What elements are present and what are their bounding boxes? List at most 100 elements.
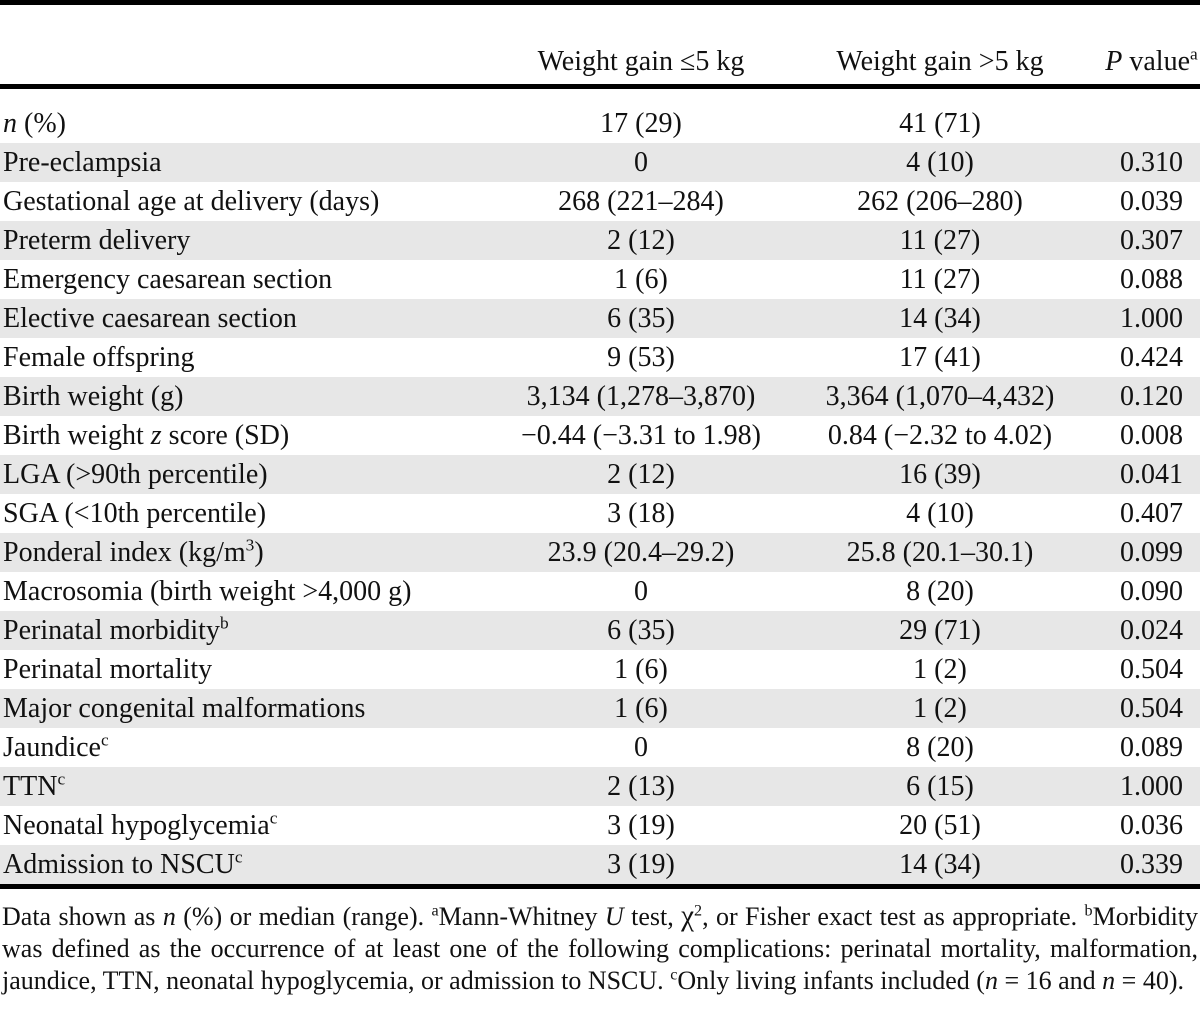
table-footnotes: Data shown as n (%) or median (range). a…	[2, 900, 1199, 995]
table-top-rule	[0, 0, 1200, 5]
cell-weight-gain-le5kg: 1 (6)	[614, 693, 668, 724]
column-header-weight-gain-gt5kg: Weight gain >5 kg	[836, 46, 1044, 77]
cell-weight-gain-le5kg: 0	[634, 147, 648, 178]
table-bottom-rule	[0, 884, 1200, 889]
cell-weight-gain-le5kg: 6 (35)	[607, 303, 675, 334]
table-row: Major congenital malformations 1 (6) 1 (2)…	[0, 689, 1200, 728]
cell-p-value: 0.504	[1120, 693, 1183, 724]
table-row: Admission to NSCUc 3 (19) 14 (34) 0.339	[0, 845, 1200, 884]
row-label: n (%)	[3, 108, 66, 139]
journal-table-figure: Weight gain ≤5 kg Weight gain >5 kg P va…	[0, 0, 1200, 995]
cell-weight-gain-le5kg: 1 (6)	[614, 264, 668, 295]
table-row: Macrosomia (birth weight >4,000 g) 0 8 (20…	[0, 572, 1200, 611]
cell-p-value: 0.088	[1120, 264, 1183, 295]
table-row: Jaundicec 0 8 (20) 0.089	[0, 728, 1200, 767]
table-row: Ponderal index (kg/m3) 23.9 (20.4–29.2) 25…	[0, 533, 1200, 572]
cell-p-value: 0.099	[1120, 537, 1183, 568]
table-row: Female offspring 9 (53) 17 (41) 0.424	[0, 338, 1200, 377]
table-row: LGA (>90th percentile) 2 (12) 16 (39) 0.041	[0, 455, 1200, 494]
column-header-p-value: P valuea	[1105, 44, 1198, 77]
table-row: Emergency caesarean section 1 (6) 11 (27) 0…	[0, 260, 1200, 299]
table-row: Neonatal hypoglycemiac 3 (19) 20 (51) 0.036	[0, 806, 1200, 845]
row-label: Neonatal hypoglycemiac	[3, 808, 278, 841]
cell-weight-gain-gt5kg: 25.8 (20.1–30.1)	[846, 537, 1034, 568]
cell-weight-gain-le5kg: 2 (12)	[607, 225, 675, 256]
cell-weight-gain-le5kg: 23.9 (20.4–29.2)	[547, 537, 735, 568]
cell-p-value: 0.120	[1120, 381, 1183, 412]
cell-weight-gain-gt5kg: 11 (27)	[899, 225, 981, 256]
table-body: n (%) 17 (29) 41 (71) Pre-eclampsia 0 4 (10) 0…	[0, 104, 1200, 884]
cell-weight-gain-gt5kg: 14 (34)	[899, 849, 981, 880]
cell-weight-gain-gt5kg: 20 (51)	[899, 810, 981, 841]
cell-weight-gain-gt5kg: 4 (10)	[906, 498, 974, 529]
column-header-weight-gain-le5kg: Weight gain ≤5 kg	[537, 46, 745, 77]
table-row: Elective caesarean section 6 (35) 14 (34) 1…	[0, 299, 1200, 338]
cell-p-value: 0.504	[1120, 654, 1183, 685]
cell-p-value: 0.339	[1120, 849, 1183, 880]
row-label: Major congenital malformations	[3, 693, 366, 724]
table-row: n (%) 17 (29) 41 (71)	[0, 104, 1200, 143]
table-row: Perinatal morbidityb 6 (35) 29 (71) 0.024	[0, 611, 1200, 650]
cell-weight-gain-le5kg: 9 (53)	[607, 342, 675, 373]
cell-weight-gain-le5kg: 0	[634, 732, 648, 763]
row-label: Perinatal morbidityb	[3, 613, 229, 646]
row-label: Jaundicec	[3, 730, 109, 763]
row-label: Perinatal mortality	[3, 654, 213, 685]
cell-weight-gain-gt5kg: 41 (71)	[899, 108, 981, 139]
table-row: Perinatal mortality 1 (6) 1 (2) 0.504	[0, 650, 1200, 689]
row-label: Preterm delivery	[3, 225, 191, 256]
table-row: Birth weight z score (SD) −0.44 (−3.31 to…	[0, 416, 1200, 455]
row-label: Admission to NSCUc	[3, 847, 243, 880]
header-separator-rule	[0, 84, 1200, 89]
header-gap	[0, 89, 1200, 104]
cell-weight-gain-le5kg: 0	[634, 576, 648, 607]
row-label: Female offspring	[3, 342, 195, 373]
cell-weight-gain-gt5kg: 1 (2)	[913, 693, 967, 724]
cell-weight-gain-le5kg: −0.44 (−3.31 to 1.98)	[520, 420, 761, 451]
table-header-row: Weight gain ≤5 kg Weight gain >5 kg P va…	[0, 5, 1200, 84]
cell-weight-gain-le5kg: 2 (13)	[607, 771, 675, 802]
cell-p-value: 0.036	[1120, 810, 1183, 841]
cell-weight-gain-le5kg: 6 (35)	[607, 615, 675, 646]
cell-p-value: 0.024	[1120, 615, 1183, 646]
table-row: TTNc 2 (13) 6 (15) 1.000	[0, 767, 1200, 806]
cell-weight-gain-le5kg: 3 (19)	[607, 810, 675, 841]
cell-weight-gain-le5kg: 3 (19)	[607, 849, 675, 880]
cell-weight-gain-gt5kg: 0.84 (−2.32 to 4.02)	[827, 420, 1053, 451]
cell-p-value: 0.424	[1120, 342, 1183, 373]
cell-weight-gain-le5kg: 1 (6)	[614, 654, 668, 685]
cell-weight-gain-gt5kg: 14 (34)	[899, 303, 981, 334]
cell-p-value: 1.000	[1120, 303, 1183, 334]
row-label: SGA (<10th percentile)	[3, 498, 267, 529]
cell-p-value: 0.407	[1120, 498, 1183, 529]
cell-weight-gain-gt5kg: 29 (71)	[899, 615, 981, 646]
cell-weight-gain-gt5kg: 17 (41)	[899, 342, 981, 373]
table-row: Preterm delivery 2 (12) 11 (27) 0.307	[0, 221, 1200, 260]
cell-weight-gain-gt5kg: 4 (10)	[906, 147, 974, 178]
row-label: Ponderal index (kg/m3)	[3, 535, 264, 568]
cell-p-value: 0.089	[1120, 732, 1183, 763]
cell-weight-gain-gt5kg: 6 (15)	[906, 771, 974, 802]
cell-weight-gain-le5kg: 3 (18)	[607, 498, 675, 529]
row-label: TTNc	[3, 769, 66, 802]
cell-weight-gain-gt5kg: 8 (20)	[906, 732, 974, 763]
row-label: Pre-eclampsia	[3, 147, 162, 178]
cell-p-value: 0.008	[1120, 420, 1183, 451]
table-row: Gestational age at delivery (days) 268 (2…	[0, 182, 1200, 221]
row-label: Birth weight (g)	[3, 381, 184, 412]
cell-weight-gain-le5kg: 2 (12)	[607, 459, 675, 490]
row-label: Gestational age at delivery (days)	[3, 186, 380, 217]
row-label: Elective caesarean section	[3, 303, 297, 334]
cell-weight-gain-gt5kg: 1 (2)	[913, 654, 967, 685]
cell-weight-gain-gt5kg: 11 (27)	[899, 264, 981, 295]
cell-p-value: 0.310	[1120, 147, 1183, 178]
row-label: LGA (>90th percentile)	[3, 459, 268, 490]
cell-weight-gain-le5kg: 3,134 (1,278–3,870)	[526, 381, 756, 412]
cell-p-value: 0.041	[1120, 459, 1183, 490]
row-label: Macrosomia (birth weight >4,000 g)	[3, 576, 412, 607]
cell-weight-gain-gt5kg: 16 (39)	[899, 459, 981, 490]
cell-p-value: 0.039	[1120, 186, 1183, 217]
cell-weight-gain-gt5kg: 262 (206–280)	[857, 186, 1023, 217]
cell-weight-gain-le5kg: 17 (29)	[600, 108, 682, 139]
cell-p-value: 1.000	[1120, 771, 1183, 802]
